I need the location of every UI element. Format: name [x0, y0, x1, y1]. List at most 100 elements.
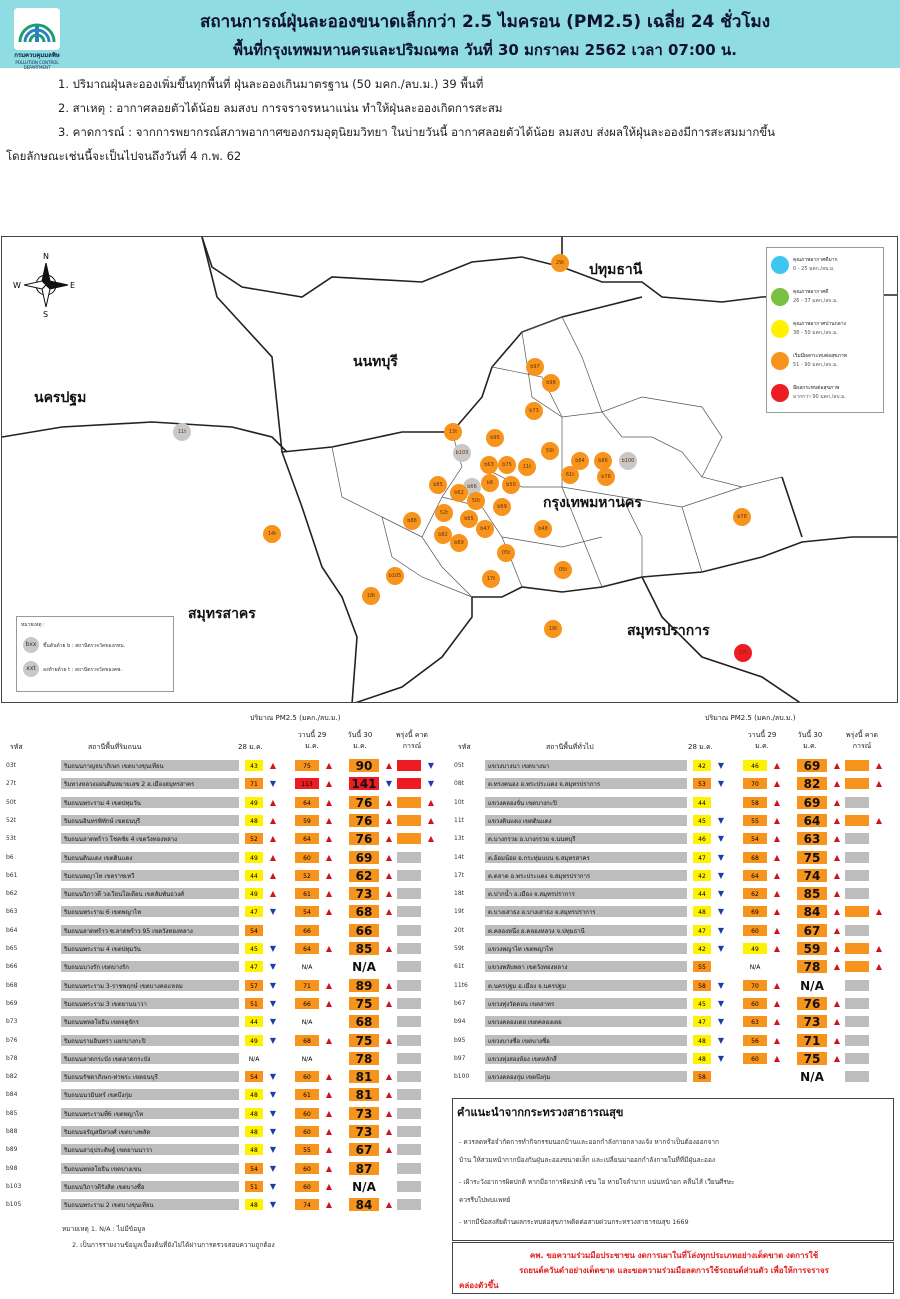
table-row: 18t ต.ปากน้ำ อ.เมือง จ.สมุทรปราการ 44 ▼ 62 ▲ 8… — [454, 886, 894, 902]
arrow-down-icon: ▼ — [269, 1181, 277, 1191]
value-28-jan: 42 — [692, 759, 712, 772]
table-row: b73 ริมถนนพหลโยธิน เขตจตุจักร 44 ▼ N/A 68 — [6, 1014, 446, 1030]
value-29-jan: 60 — [294, 850, 320, 864]
station-code: b62 — [6, 890, 18, 898]
arrow-up-icon: ▲ — [385, 1035, 393, 1045]
value-30-jan: 73 — [348, 886, 380, 902]
table-row: b78 ริมถนนลาดกระบัง เขตลาดกระบัง N/A N/A 78 — [6, 1050, 446, 1066]
arrow-down-icon: ▼ — [717, 815, 725, 825]
forecast-cell — [396, 1015, 422, 1029]
value-29-jan: 58 — [742, 795, 768, 809]
arrow-up-icon: ▲ — [833, 998, 841, 1008]
advice-line: ควรรีบไปพบแพทย์ — [459, 1196, 511, 1204]
station-name: ริมถนนลาดกระบัง เขตลาดกระบัง — [60, 1051, 240, 1065]
station-dot: 29t — [551, 254, 569, 272]
station-dot: 52t — [435, 504, 453, 522]
value-29-jan: 60 — [294, 1179, 320, 1193]
arrow-up-icon: ▲ — [773, 925, 781, 935]
arrow-up-icon: ▲ — [325, 815, 333, 825]
value-30-jan: N/A — [348, 1178, 380, 1194]
forecast-cell — [844, 1033, 870, 1047]
arrow-up-icon: ▲ — [325, 889, 333, 899]
arrow-down-icon: ▼ — [269, 907, 277, 917]
arrow-up-icon: ▲ — [427, 834, 435, 844]
arrow-up-icon: ▲ — [773, 815, 781, 825]
station-dot: b48 — [534, 520, 552, 538]
table-row: 61t แขวงพลับพลา เขตวังทองหลาง 55 N/A 78 ▲ ▲ — [454, 959, 894, 975]
arrow-down-icon: ▼ — [427, 761, 435, 770]
arrow-up-icon: ▲ — [773, 761, 781, 770]
arrow-down-icon: ▼ — [717, 1053, 725, 1063]
forecast-cell — [844, 832, 870, 846]
arrow-down-icon: ▼ — [717, 852, 725, 862]
station-name: ริมถนนรัชดาภิเษก-ท่าพระ เขตธนบุรี — [60, 1070, 240, 1084]
value-30-jan: 64 — [796, 812, 828, 828]
table-row: b89 ริมถนนสาธุประดิษฐ์ เขตยานนาวา 48 ▼ 55 ▲ 67… — [6, 1142, 446, 1158]
station-dot: b47 — [476, 520, 494, 538]
arrow-down-icon: ▼ — [269, 1108, 277, 1118]
value-29-jan: 66 — [294, 923, 320, 937]
forecast-cell — [844, 942, 870, 955]
arrow-up-icon: ▲ — [325, 761, 333, 770]
table-row: b94 แขวงคลองเตย เขตคลองเตย 47 ▼ 63 ▲ 73 ▲ — [454, 1014, 894, 1030]
station-dot: 05t — [497, 544, 515, 562]
station-dot: 11t — [173, 423, 191, 441]
station-code: b69 — [6, 999, 18, 1007]
value-29-jan: 60 — [742, 996, 768, 1010]
arrow-up-icon: ▲ — [385, 889, 393, 899]
arrow-up-icon: ▲ — [833, 779, 841, 789]
value-29-jan: 54 — [742, 832, 768, 846]
value-28-jan: 45 — [692, 813, 712, 827]
value-30-jan: 74 — [796, 867, 828, 883]
value-29-jan: 64 — [294, 832, 320, 846]
arrow-up-icon: ▲ — [833, 815, 841, 825]
station-dot: b63 — [480, 456, 498, 474]
arrow-up-icon: ▲ — [325, 1090, 333, 1100]
station-dot: b89 — [450, 534, 468, 552]
value-28-jan: N/A — [244, 1051, 264, 1065]
value-29-jan: 69 — [742, 905, 768, 919]
forecast-cell — [396, 813, 422, 827]
arrow-up-icon: ▲ — [385, 797, 393, 807]
legend-item: มีผลกระทบต่อสุขภาพ มากกว่า 90 มคก./ลบ.ม. — [771, 382, 883, 410]
value-29-jan: 70 — [742, 978, 768, 992]
svg-text:S: S — [43, 310, 48, 319]
arrow-up-icon: ▲ — [385, 852, 393, 862]
value-30-jan: 63 — [796, 831, 828, 847]
legend-item: คุณภาพอากาศดี 26 - 37 มคก./ลบ.ม. — [771, 286, 883, 314]
legend-item: คุณภาพอากาศดีมาก 0 - 25 มคก./ลบ.ม. — [771, 254, 883, 282]
station-name: แขวงพลับพลา เขตวังทองหลาง — [484, 960, 688, 974]
value-29-jan: 70 — [742, 777, 768, 791]
arrow-up-icon: ▲ — [269, 797, 277, 807]
legend-dot-icon — [771, 320, 789, 338]
value-29-jan: 55 — [294, 1143, 320, 1157]
forecast-cell — [396, 1088, 422, 1102]
station-code: b66 — [6, 963, 18, 971]
station-dot: b84 — [571, 452, 589, 470]
arrow-up-icon: ▲ — [325, 980, 333, 990]
map-note: หมายเหตุ : bxx ขึ้นต้นด้วย b : สถานีตรวจ… — [16, 616, 174, 692]
arrow-up-icon: ▲ — [773, 1053, 781, 1063]
station-name: แขวงดินแดง เขตดินแดง — [484, 813, 688, 827]
forecast-cell — [844, 777, 870, 791]
arrow-up-icon: ▲ — [325, 1108, 333, 1118]
value-28-jan: 49 — [244, 795, 264, 809]
forecast-cell — [396, 795, 422, 809]
value-29-jan: 74 — [294, 1198, 320, 1212]
forecast-cell — [396, 1033, 422, 1047]
value-30-jan: 141 — [348, 776, 380, 792]
arrow-down-icon: ▼ — [717, 980, 725, 990]
station-code: b98 — [6, 1164, 18, 1172]
station-name: ริมถนนพญาไท เขตราชเทวี — [60, 868, 240, 882]
station-dot: b78 — [733, 508, 751, 526]
summary-line-4: โดยลักษณะเช่นนี้จะเป็นไปจนถึงวันที่ 4 ก.… — [6, 149, 242, 163]
forecast-cell — [396, 942, 422, 955]
value-30-jan: 78 — [348, 1050, 380, 1066]
col-station-right: สถานีพื้นที่ทั่วไป — [546, 743, 594, 751]
forecast-cell — [844, 1015, 870, 1029]
station-name: ริมถนนพระราม 3-ราชพฤกษ์ เขตบางคอแหลม — [60, 978, 240, 992]
arrow-up-icon: ▲ — [385, 1108, 393, 1118]
station-name: แขวงบางซื่อ เขตบางซื่อ — [484, 1033, 688, 1047]
forecast-cell — [844, 759, 870, 772]
forecast-cell — [844, 978, 870, 992]
